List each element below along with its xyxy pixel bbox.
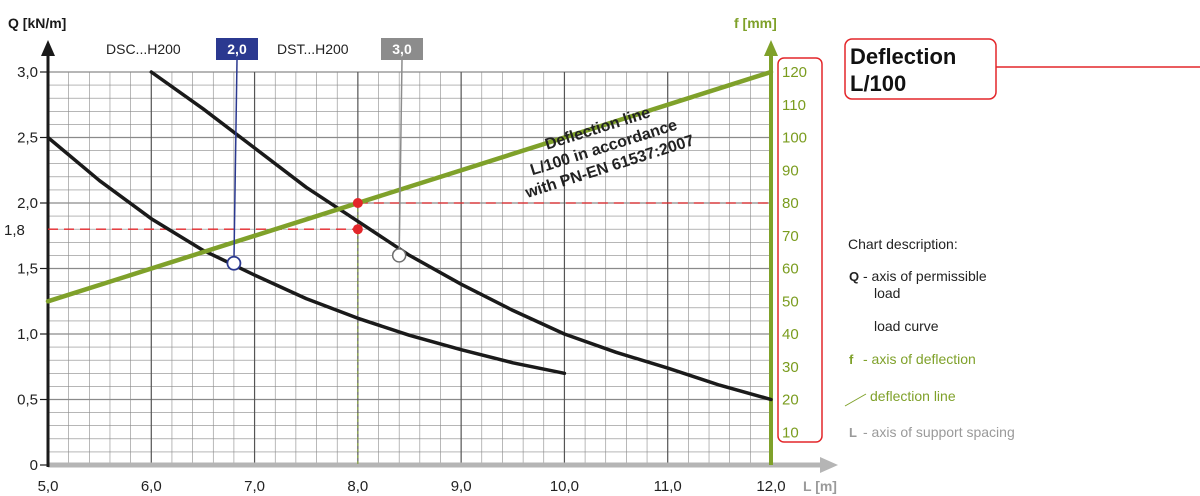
y-right-tick-label: 50 — [782, 293, 799, 310]
x-tick-label: 12,0 — [756, 478, 785, 495]
reference-load-point — [352, 224, 363, 235]
y-right-tick-label: 90 — [782, 162, 799, 179]
series-dsc-leader — [233, 59, 238, 264]
legend-q-text-2: load — [874, 285, 900, 301]
y-axis-left-title: Q [kN/m] — [8, 15, 66, 31]
y-right-tick-label: 10 — [782, 424, 799, 441]
series-line-2 — [45, 69, 774, 304]
y-left-tick-label: 3,0 — [17, 64, 38, 81]
series-layer — [45, 59, 774, 402]
series-dst-name: DST...H200 — [277, 41, 349, 57]
y-right-tick-label: 120 — [782, 64, 807, 81]
y-right-tick-label: 20 — [782, 392, 799, 409]
y-left-tick-labels: 0 0,5 1,0 1,5 2,0 2,5 3,0 — [17, 64, 48, 474]
legend-q-key: Q — [849, 269, 859, 284]
x-tick-label: 10,0 — [550, 478, 579, 495]
callout-line-2: L/100 — [850, 71, 906, 96]
legend-f-text: - axis of deflection — [863, 351, 976, 367]
y-left-tick-label: 0 — [30, 457, 38, 474]
series-dsc-marker — [226, 255, 242, 271]
y-left-tick-label: 1,0 — [17, 326, 38, 343]
series-line-1 — [149, 70, 773, 402]
legend-l-text: - axis of support spacing — [863, 424, 1015, 440]
x-tick-label: 5,0 — [38, 478, 59, 495]
legend-l-key: L — [849, 425, 857, 440]
x-tick-labels: 5,0 6,0 7,0 8,0 9,0 10,0 11,0 12,0 — [38, 478, 786, 495]
reference-deflection-point — [352, 198, 363, 208]
y-left-tick-label: 2,0 — [17, 195, 38, 212]
y-right-tick-label: 80 — [782, 195, 799, 212]
legend-f-key: f — [849, 352, 854, 367]
y-left-tick-label: 1,5 — [17, 261, 38, 278]
series-dsc-name: DSC...H200 — [106, 41, 181, 57]
y-right-tick-label: 40 — [782, 326, 799, 343]
legend-q-text: - axis of permissible — [863, 268, 987, 284]
x-tick-label: 6,0 — [141, 478, 162, 495]
reference-lines: 1,8 — [4, 202, 771, 465]
series-dst-badge — [381, 38, 423, 60]
x-tick-label: 11,0 — [654, 478, 682, 495]
x-axis-arrow-icon — [820, 457, 838, 473]
series-dsc-badge-label: 2,0 — [227, 41, 247, 57]
callout-box — [844, 38, 997, 100]
series-dst-badge-label: 3,0 — [392, 41, 412, 57]
y-right-tick-label: 100 — [782, 130, 807, 147]
series-line-0 — [46, 135, 567, 376]
callout-line-1: Deflection — [850, 44, 956, 69]
x-tick-label: 9,0 — [451, 478, 472, 495]
y-axis-right-title: f [mm] — [734, 15, 777, 31]
y-right-tick-label: 70 — [782, 228, 799, 245]
series-dst-leader — [398, 59, 403, 256]
legend-deflection-line-text: deflection line — [870, 388, 956, 404]
x-tick-label: 8,0 — [347, 478, 368, 495]
x-axis-title: L [m] — [803, 478, 837, 494]
y-right-tick-label: 30 — [782, 359, 799, 376]
y-right-tick-label: 60 — [782, 261, 799, 278]
reference-load-label: 1,8 — [4, 222, 25, 239]
legend-load-curve-text: load curve — [874, 318, 939, 334]
grid — [48, 71, 771, 465]
y-axis-left-arrow-icon — [41, 40, 55, 56]
y-right-tick-labels: 10 20 30 40 50 60 70 80 90 100 110 120 — [782, 64, 807, 441]
legend-title: Chart description: — [848, 236, 958, 252]
y-axis-right-arrow-icon — [764, 40, 778, 56]
y-right-tick-label: 110 — [782, 97, 806, 114]
series-dsc-badge — [216, 38, 258, 60]
legend-deflection-line-swatch — [844, 393, 867, 407]
y-left-tick-label: 2,5 — [17, 130, 38, 147]
deflection-tick-frame — [777, 57, 823, 443]
series-dst-marker — [391, 248, 407, 263]
x-tick-label: 7,0 — [244, 478, 265, 495]
y-left-tick-label: 0,5 — [17, 392, 38, 409]
